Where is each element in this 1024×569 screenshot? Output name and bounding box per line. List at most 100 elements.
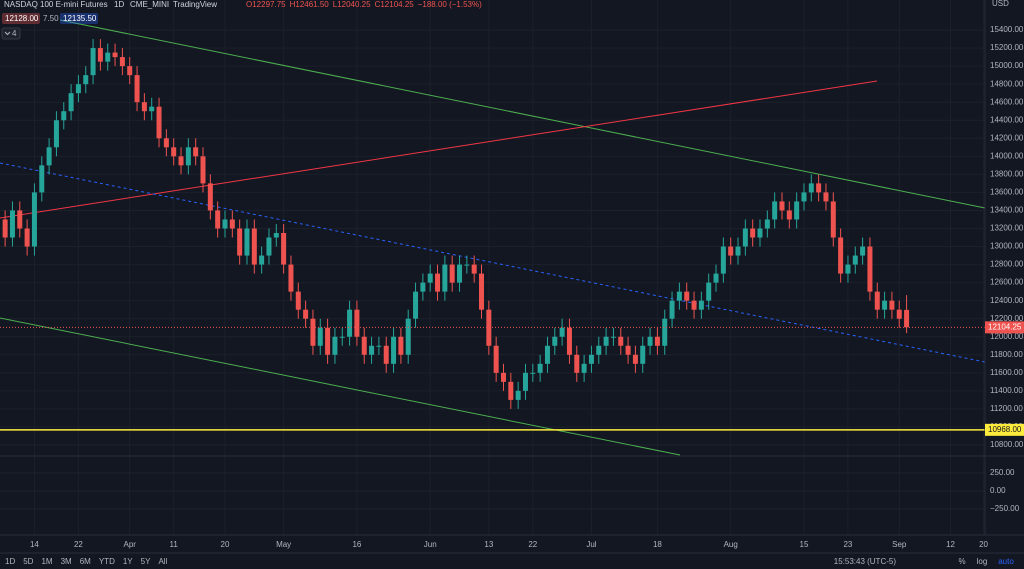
toolbar: 1D 5D 1M 3M 6M YTD 1Y 5Y All 15:53:43 (UTC-5)% log… [5,557,1014,566]
candles [0,39,985,431]
candle-body [464,264,470,266]
range-button[interactable]: YTD [99,557,115,566]
candle-body [698,300,704,310]
candle-body [222,219,228,229]
candle-body [764,219,770,229]
candle-body [405,318,411,355]
candle-body [779,201,785,211]
x-tick-label: 16 [352,540,361,549]
candle-body [17,210,23,229]
x-tick-label: 13 [484,540,493,549]
x-tick-label: 18 [653,540,662,549]
candle-body [295,291,301,310]
candle-body [882,300,888,310]
last-price-tag [985,321,1024,334]
x-tick-label: 22 [74,540,83,549]
candle-body [376,345,382,347]
symbol[interactable]: NASDAQ 100 E-mini Futures [4,0,108,9]
range-button[interactable]: 5D [23,557,33,566]
candle-body [581,363,587,373]
candle-body [193,147,199,157]
candle-body [398,336,404,355]
candle-body [24,228,30,247]
candle-body [427,273,433,283]
x-tick-label: 20 [221,540,230,549]
candle-body [625,345,631,355]
candle-body [244,228,250,256]
candle-body [801,192,807,202]
candle-body [794,201,800,220]
interval[interactable]: 1D [114,0,124,9]
candle-body [317,327,323,346]
range-button[interactable]: 6M [80,557,91,566]
candle-body [530,372,536,374]
candle-body [706,282,712,301]
candle-body [684,291,690,301]
candle-body [185,147,191,166]
trend-line [0,80,878,219]
indicator-tick-label: 250.00 [990,468,1015,477]
candle-body [347,309,353,337]
candle-body [603,336,609,346]
currency[interactable]: USD [992,0,1009,8]
candle-body [508,381,514,400]
range-button[interactable]: 5Y [141,557,151,566]
candle-body [31,192,37,247]
x-tick-label: 22 [528,540,537,549]
y-tick-label: 11200.00 [990,404,1023,413]
y-tick-label: 13400.00 [990,206,1024,215]
range-button[interactable]: 1D [5,557,15,566]
y-tick-label: 14200.00 [990,133,1024,142]
candle-body [772,201,778,220]
candle-body [420,282,426,292]
candle-body [816,183,822,193]
indicator-count[interactable]: 4 [12,29,17,38]
candle-body [537,363,543,373]
candle-body [75,84,81,94]
sell-box[interactable] [2,13,40,24]
range-button[interactable]: All [158,557,167,566]
ohlc-value: H12461.50 [290,0,330,9]
y-tick-label: 11400.00 [990,386,1023,395]
candle-body [61,111,67,121]
candle-body [171,147,177,157]
sell-price[interactable]: 12128.00 [5,14,39,23]
x-tick-label: Apr [123,540,136,549]
candle-body [163,138,169,148]
candle-body [742,228,748,247]
range-button[interactable]: 1Y [123,557,133,566]
y-tick-label: 15200.00 [990,43,1024,52]
y-tick-label: 12000.00 [990,332,1024,341]
range-button[interactable]: 3M [61,557,72,566]
trend-line [59,19,986,209]
candle-body [383,345,389,364]
y-tick-label: 13200.00 [990,224,1024,233]
candle-body [713,273,719,283]
ohlc-value: O12297.75 [246,0,286,9]
candle-body [610,336,616,338]
scale-option[interactable]: % [958,557,965,566]
candle-body [83,75,89,85]
candle-body [332,336,338,355]
x-tick-label: Jun [424,540,437,549]
candle-body [325,327,331,355]
buy-box[interactable] [60,13,98,24]
candle-body [310,318,316,346]
candle-body [68,93,74,112]
candle-body [229,219,235,229]
scale-option[interactable]: auto [998,557,1014,566]
candle-body [391,336,397,364]
buy-price[interactable]: 12135.50 [63,14,97,23]
ohlc-value: C12104.25 [375,0,415,9]
range-button[interactable]: 1M [41,557,52,566]
candle-body [830,201,836,238]
indicators-toggle[interactable] [1,27,21,40]
scale-option[interactable]: log [977,557,988,566]
candle-body [149,106,155,112]
y-tick-label: 11800.00 [990,350,1023,359]
candle-body [823,192,829,202]
candle-body [676,291,682,301]
y-tick-label: 12400.00 [990,296,1024,305]
y-tick-label: 14000.00 [990,151,1024,160]
